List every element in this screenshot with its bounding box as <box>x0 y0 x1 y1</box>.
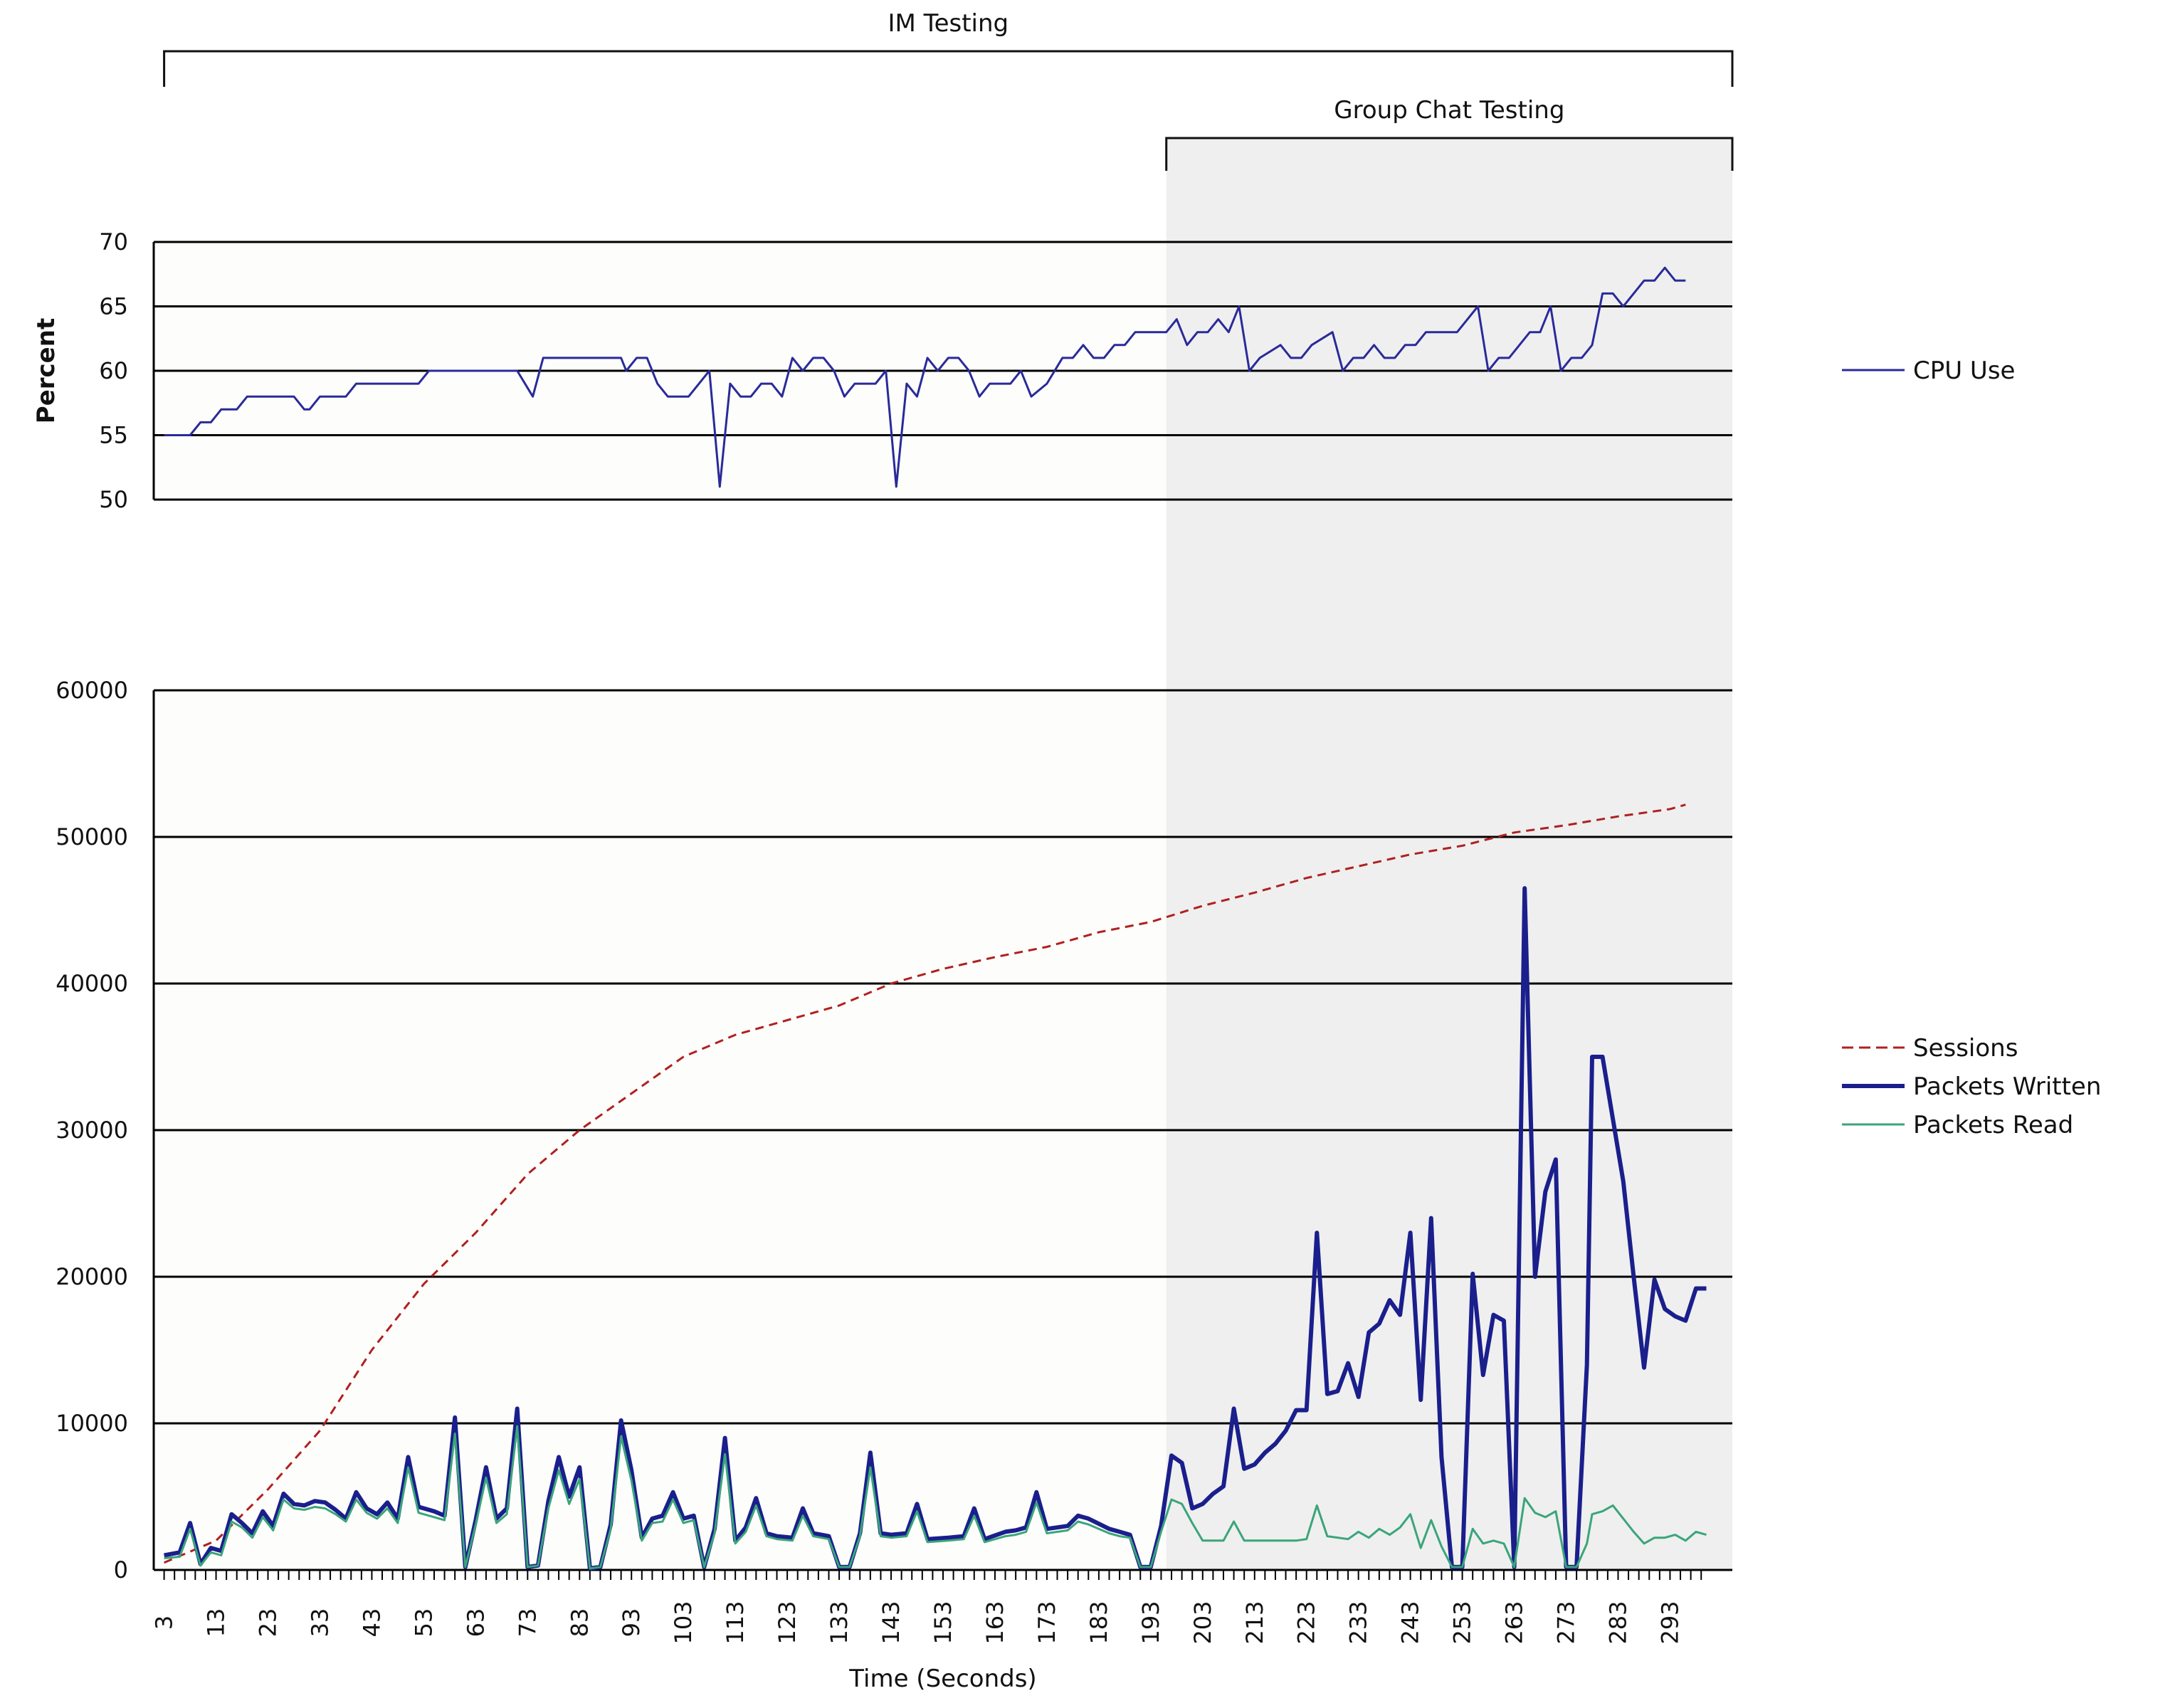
plot-backgrounds <box>154 138 1732 1570</box>
x-tick-label: 43 <box>358 1608 385 1638</box>
x-tick-label: 283 <box>1604 1601 1631 1644</box>
traffic-y-tick-label: 40000 <box>56 970 128 997</box>
x-tick-label: 193 <box>1137 1601 1164 1644</box>
series-line-packets-read <box>164 1425 1707 1570</box>
cpu-y-tick-label: 55 <box>99 422 128 449</box>
traffic-y-tick-label: 10000 <box>56 1410 128 1437</box>
x-tick-label: 23 <box>255 1608 282 1638</box>
x-tick-label: 33 <box>306 1608 333 1638</box>
cpu-y-tick-label: 60 <box>99 357 128 384</box>
x-tick-label: 63 <box>462 1608 489 1638</box>
legend-label-sessions: Sessions <box>1913 1034 2018 1063</box>
im-testing-bracket <box>163 50 1734 87</box>
x-tick-label: 223 <box>1293 1601 1320 1644</box>
traffic-y-tick-label: 0 <box>114 1556 128 1583</box>
x-tick-label: 203 <box>1189 1601 1216 1644</box>
x-tick-label: 173 <box>1033 1601 1060 1644</box>
x-tick-label: 13 <box>203 1608 230 1638</box>
x-tick-label: 3 <box>151 1615 178 1630</box>
x-tick-label: 183 <box>1085 1601 1112 1644</box>
legend-label-packets-read: Packets Read <box>1913 1111 2073 1139</box>
group-chat-testing-label: Group Chat Testing <box>1334 96 1564 125</box>
x-tick-label: 233 <box>1345 1601 1372 1644</box>
x-tick-label: 243 <box>1397 1601 1424 1644</box>
x-tick-label: 53 <box>410 1608 437 1638</box>
x-tick-label: 133 <box>826 1601 853 1644</box>
x-tick-label: 263 <box>1501 1601 1528 1644</box>
x-tick-label: 153 <box>930 1601 957 1644</box>
cpu-y-tick-label: 65 <box>99 293 128 320</box>
cpu-y-tick-label: 70 <box>99 228 128 255</box>
series-line-cpu-use <box>164 266 1686 488</box>
x-tick-label: 253 <box>1449 1601 1476 1644</box>
axes: 50 55 60 65 70 Percent 0 10000 20000 30000 40000 50… <box>32 228 1732 1693</box>
legend-label-cpu-use: CPU Use <box>1913 357 2015 385</box>
group-chat-testing-bracket <box>1165 137 1734 171</box>
grid-lines <box>154 241 1732 1571</box>
x-tick-label: 73 <box>514 1608 541 1638</box>
x-tick-label: 213 <box>1241 1601 1268 1644</box>
traffic-y-tick-label: 60000 <box>56 677 128 704</box>
data-series <box>164 266 1707 1571</box>
x-tick-label: 143 <box>878 1601 905 1644</box>
annotation-brackets: IM Testing Group Chat Testing <box>163 9 1734 171</box>
cpu-y-tick-label: 50 <box>99 486 128 513</box>
traffic-y-tick-label: 20000 <box>56 1263 128 1290</box>
legends: CPU Use Sessions Packets Written Packets Re… <box>1842 357 2101 1139</box>
x-tick-label: 293 <box>1656 1601 1683 1644</box>
x-tick-label: 163 <box>981 1601 1009 1644</box>
x-tick-label: 113 <box>722 1601 749 1644</box>
legend-label-packets-written: Packets Written <box>1913 1072 2101 1101</box>
traffic-y-tick-label: 30000 <box>56 1117 128 1144</box>
x-tick-label: 123 <box>774 1601 801 1644</box>
cpu-y-axis-title: Percent <box>32 318 60 423</box>
x-tick-label: 273 <box>1553 1601 1580 1644</box>
x-tick-label: 93 <box>618 1608 645 1638</box>
x-axis-title: Time (Seconds) <box>848 1665 1036 1693</box>
im-testing-label: IM Testing <box>888 9 1009 38</box>
x-tick-label: 83 <box>566 1608 593 1638</box>
traffic-y-tick-label: 50000 <box>56 823 128 850</box>
x-tick-label: 103 <box>670 1601 697 1644</box>
series-line-sessions <box>164 803 1686 1564</box>
